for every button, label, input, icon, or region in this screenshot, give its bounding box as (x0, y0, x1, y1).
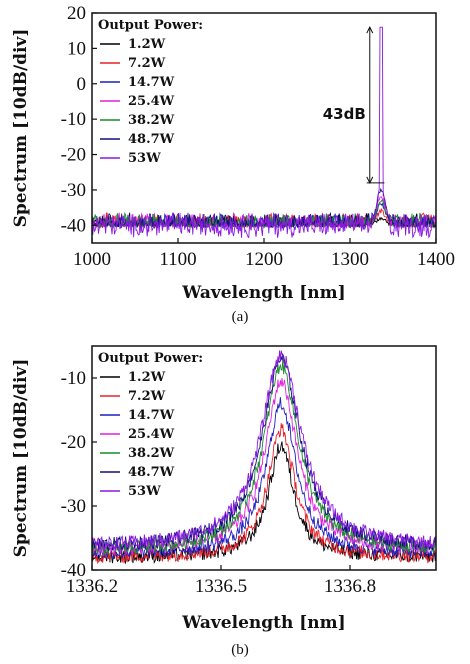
a-series-group (92, 26, 436, 239)
legend-title: Output Power: (98, 18, 203, 33)
x-tick-label: 1336.5 (195, 576, 247, 597)
legend-entry: 1.2W (128, 370, 166, 385)
panel-a-ylabel: Spectrum [10dB/div] (11, 29, 31, 228)
y-tick-label: -10 (61, 109, 86, 130)
x-tick-label: 1100 (159, 249, 196, 270)
legend-entry: 38.2W (128, 446, 175, 461)
x-tick-label: 1336.2 (66, 576, 118, 597)
legend-entry: 14.7W (128, 75, 175, 90)
x-tick-label: 1300 (331, 249, 369, 270)
legend-entry: 38.2W (128, 113, 175, 128)
series-line-1-2w (92, 441, 436, 565)
x-tick-label: 1000 (73, 249, 111, 270)
y-tick-label: -40 (61, 215, 86, 236)
panel-a-xlabel: Wavelength [nm] (181, 283, 345, 303)
y-tick-label: -30 (61, 180, 86, 201)
annotation-label: 43dB (323, 105, 366, 123)
panel-b: 1336.2 1336.5 1336.8 -40 -30 -20 -10 Output Po… (11, 345, 437, 658)
legend-entry: 48.7W (128, 132, 175, 147)
panel-b-frame (91, 345, 437, 571)
x-tick-label: 1400 (417, 249, 455, 270)
x-tick-label: 1336.8 (324, 576, 376, 597)
legend-entry: 25.4W (128, 94, 175, 109)
series-line-25-4w (92, 377, 436, 556)
y-tick-label: -10 (61, 368, 86, 389)
legend-entry: 53W (128, 484, 161, 499)
y-tick-label: -20 (61, 432, 86, 453)
panel-b-ylabel: Spectrum [10dB/div] (11, 359, 31, 558)
legend-entry: 14.7W (128, 408, 175, 423)
y-tick-label: -40 (61, 560, 86, 581)
panel-a: 1000 1100 1200 1300 1400 -40 -30 -20 -10 0 10 20 Ou… (11, 3, 455, 325)
series-line-53w (92, 26, 436, 239)
x-tick-label: 1200 (245, 249, 283, 270)
y-tick-label: 10 (67, 38, 86, 59)
series-line-53w (92, 350, 436, 552)
b-series-group (92, 350, 436, 565)
y-tick-label: 0 (77, 74, 87, 95)
panel-a-caption: (a) (232, 309, 249, 325)
legend-entry: 7.2W (128, 56, 166, 71)
panel-b-caption: (b) (231, 642, 249, 658)
legend-entry: 25.4W (128, 427, 175, 442)
y-tick-label: 20 (67, 3, 86, 24)
legend-entry: 1.2W (128, 37, 166, 52)
panel-b-xlabel: Wavelength [nm] (181, 613, 345, 633)
y-tick-label: -20 (61, 145, 86, 166)
legend-entry: 48.7W (128, 465, 175, 480)
legend-entry: 7.2W (128, 389, 166, 404)
annotation-arrowhead-top (366, 26, 374, 34)
y-tick-label: -30 (61, 496, 86, 517)
legend-title: Output Power: (98, 351, 203, 366)
legend-entry: 53W (128, 151, 161, 166)
